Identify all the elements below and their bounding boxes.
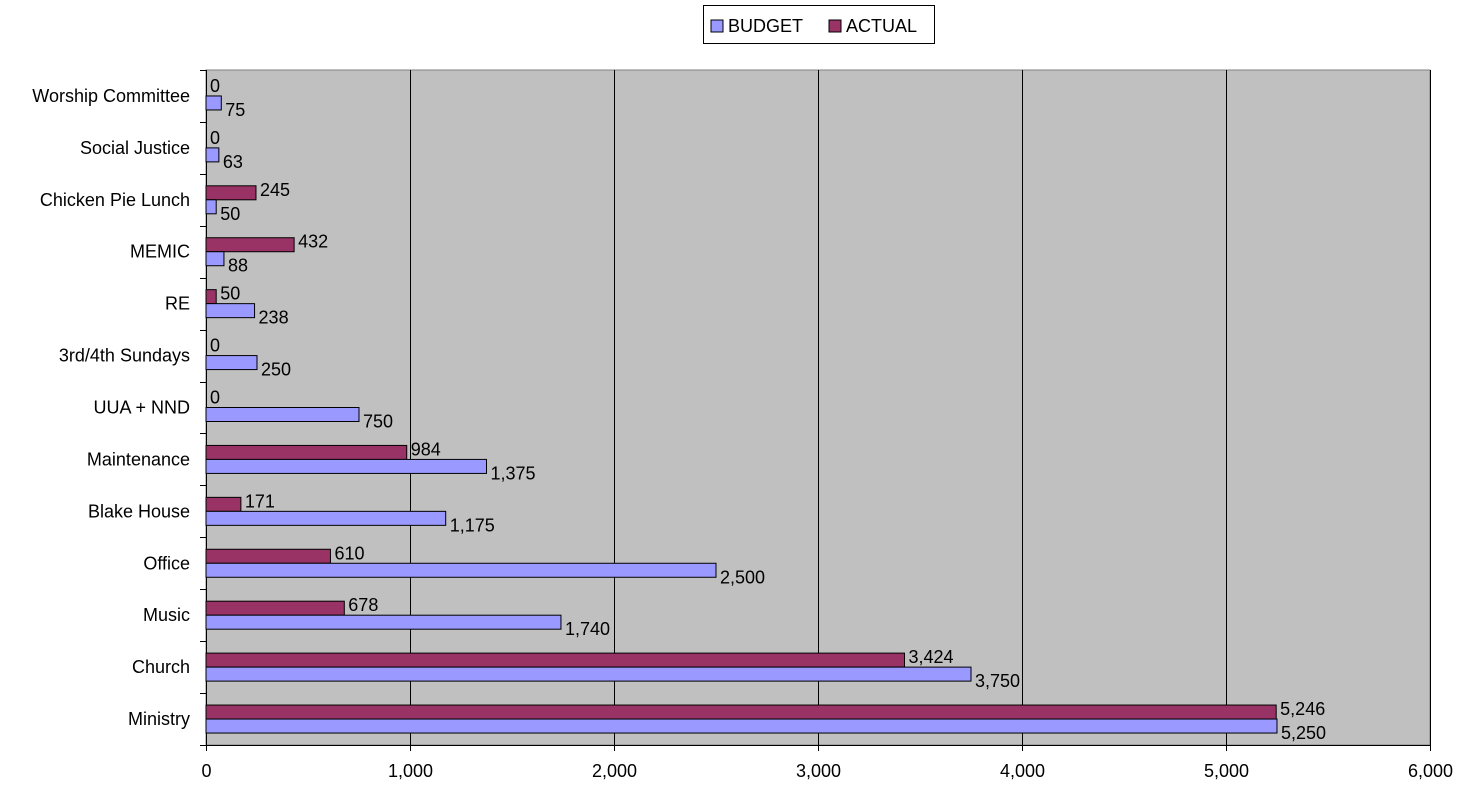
bar-budget [205, 614, 562, 630]
legend-swatch [710, 19, 724, 33]
category-label: Blake House [88, 501, 190, 521]
category-label: Social Justice [80, 138, 190, 158]
data-label-budget: 1,375 [491, 463, 536, 483]
x-tick-label: 1,000 [388, 761, 433, 781]
bar-actual [205, 600, 345, 616]
data-label-budget: 50 [220, 204, 240, 224]
bar-actual [205, 444, 408, 460]
category-label: Maintenance [87, 449, 190, 469]
bar-actual [205, 289, 217, 305]
data-label-budget: 88 [228, 256, 248, 276]
bar-budget [205, 147, 220, 163]
bar-budget [205, 199, 217, 215]
bar-actual [205, 185, 257, 201]
data-label-budget: 250 [261, 360, 291, 380]
legend-label: BUDGET [728, 16, 803, 36]
legend-swatch [828, 19, 842, 33]
bar-budget [205, 562, 717, 578]
bar-budget [205, 95, 222, 111]
data-label-actual: 0 [210, 76, 220, 96]
category-label: Chicken Pie Lunch [40, 190, 190, 210]
bar-budget [205, 251, 225, 267]
bar-budget [205, 718, 1278, 734]
bar-budget [205, 510, 447, 526]
legend: BUDGET ACTUAL [703, 5, 935, 44]
data-label-budget: 5,250 [1281, 723, 1326, 743]
data-label-budget: 3,750 [975, 671, 1020, 691]
category-label: Office [143, 553, 190, 573]
bar-budget [205, 458, 487, 474]
legend-label: ACTUAL [846, 16, 917, 36]
bar-budget [205, 666, 972, 682]
bar-actual [205, 548, 331, 564]
data-label-budget: 75 [225, 100, 245, 120]
data-label-budget: 750 [363, 412, 393, 432]
bar-budget [205, 303, 256, 319]
data-label-budget: 1,740 [565, 619, 610, 639]
bar-budget [205, 407, 360, 422]
data-label-actual: 5,246 [1280, 699, 1325, 719]
data-label-actual: 3,424 [908, 647, 953, 667]
category-label: Music [143, 605, 190, 625]
data-label-actual: 0 [210, 128, 220, 148]
category-label: Church [132, 657, 190, 677]
bar-actual [205, 237, 295, 253]
category-label: UUA + NND [93, 398, 190, 418]
x-tick-label: 4,000 [1000, 761, 1045, 781]
data-label-actual: 984 [411, 439, 441, 459]
plot-area: 0 1,000 2,000 3,000 4,000 5,000 6,000 Worship C… [32, 69, 1453, 781]
data-label-actual: 0 [210, 336, 220, 356]
data-label-budget: 63 [223, 152, 243, 172]
category-label: MEMIC [130, 242, 190, 262]
data-label-budget: 238 [259, 308, 289, 328]
x-tick-label: 2,000 [592, 761, 637, 781]
data-label-budget: 1,175 [450, 515, 495, 535]
bar-actual [205, 704, 1277, 720]
bar-budget [205, 355, 258, 371]
category-label: Ministry [128, 709, 190, 729]
bar-actual [205, 652, 905, 668]
x-tick-label: 0 [201, 761, 211, 781]
data-label-actual: 610 [334, 543, 364, 563]
x-tick-label: 6,000 [1408, 761, 1453, 781]
x-tick-label: 5,000 [1204, 761, 1249, 781]
category-label: Worship Committee [32, 86, 190, 106]
data-label-budget: 2,500 [720, 567, 765, 587]
bar-actual [205, 496, 242, 512]
data-label-actual: 171 [245, 491, 275, 511]
category-label: 3rd/4th Sundays [59, 346, 190, 366]
x-tick-label: 3,000 [796, 761, 841, 781]
legend-box [703, 5, 935, 44]
category-label: RE [165, 294, 190, 314]
data-label-actual: 0 [210, 388, 220, 408]
data-label-actual: 245 [260, 180, 290, 200]
data-label-actual: 432 [298, 232, 328, 252]
data-label-actual: 50 [220, 284, 240, 304]
data-label-actual: 678 [348, 595, 378, 615]
